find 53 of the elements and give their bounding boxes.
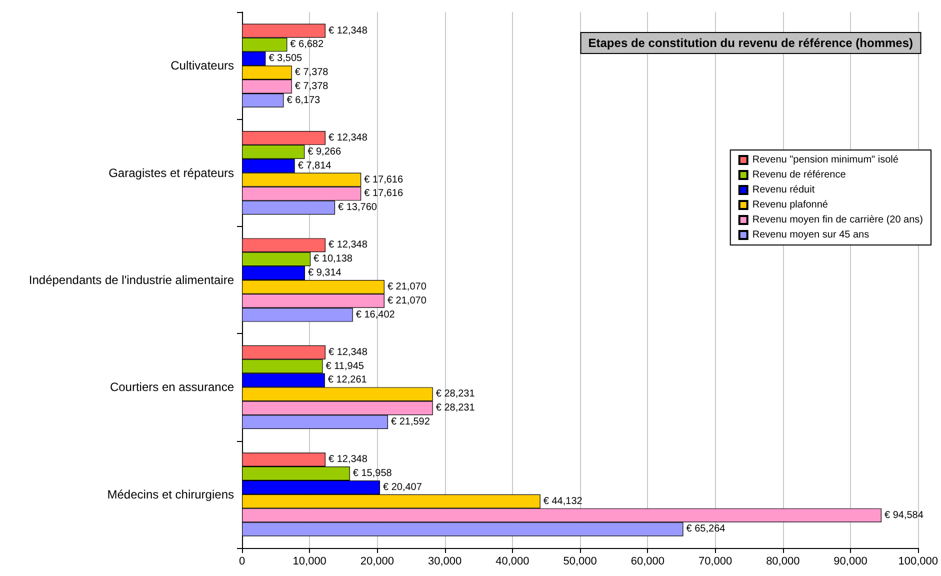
- data-label: € 28,231: [436, 388, 476, 400]
- data-label: € 21,592: [390, 416, 430, 428]
- x-tick-label: 30,000: [428, 556, 462, 568]
- data-label: € 6,173: [286, 94, 321, 106]
- x-tick-label: 70,000: [698, 556, 732, 568]
- data-label: € 20,407: [382, 482, 422, 493]
- data-label: € 7,814: [298, 160, 332, 172]
- data-label: € 6,682: [290, 39, 324, 50]
- y-tick-label: Cultivateurs: [170, 58, 234, 73]
- data-label: € 65,264: [686, 524, 726, 535]
- data-label: € 21,070: [387, 295, 427, 306]
- legend-label: Revenu moyen sur 45 ans: [752, 230, 870, 240]
- legend-label: Revenu réduit: [752, 184, 815, 196]
- data-label: € 12,261: [328, 374, 368, 386]
- text: Etapes de constitution du revenu de référence (hommes): [588, 36, 914, 50]
- data-label: € 28,231: [436, 402, 476, 414]
- data-label: € 17,616: [364, 174, 404, 186]
- data-label: € 12,348: [328, 454, 368, 466]
- x-tick-label: 60,000: [630, 556, 664, 568]
- data-label: € 12,348: [328, 132, 368, 144]
- data-label: € 7,378: [294, 81, 329, 92]
- data-label: € 94,584: [884, 510, 924, 521]
- x-tick-label: 10,000: [292, 556, 326, 568]
- data-label: € 9,314: [308, 268, 342, 279]
- data-label: € 12,348: [328, 25, 368, 36]
- y-tick-label: Garagistes et répateurs: [108, 166, 234, 180]
- legend-label: Revenu plafonné: [752, 200, 828, 210]
- data-label: € 44,132: [543, 496, 583, 507]
- x-tick-label: 20,000: [360, 556, 394, 568]
- y-tick-label: Courtiers en assurance: [110, 380, 234, 394]
- x-tick-label: 90,000: [834, 556, 868, 568]
- x-tick-label: 50,000: [563, 556, 597, 568]
- data-label: € 9,266: [308, 146, 342, 158]
- data-label: € 16,402: [356, 309, 396, 320]
- y-tick-label: Médecins et chirurgiens: [107, 487, 234, 502]
- data-label: € 11,945: [326, 360, 364, 372]
- x-tick-label: 80,000: [766, 556, 800, 568]
- data-label: € 15,958: [352, 468, 392, 479]
- data-label: € 3,505: [268, 53, 302, 64]
- x-tick-label: 0: [238, 556, 246, 568]
- x-tick-label: 40,000: [496, 556, 530, 568]
- data-label: € 17,616: [364, 188, 404, 200]
- legend-label: Revenu "pension minimum" isolé: [752, 154, 899, 166]
- data-label: € 21,070: [387, 281, 427, 292]
- y-tick-label: Indépendants de l'industrie alimentaire: [28, 273, 234, 287]
- data-label: € 13,760: [338, 202, 378, 214]
- data-label: € 12,348: [328, 346, 368, 358]
- legend-label: Revenu de référence: [752, 170, 846, 180]
- x-tick-label: 100,000: [898, 556, 938, 568]
- legend-label: Revenu moyen fin de carrière (20 ans): [752, 214, 923, 226]
- data-label: € 12,348: [328, 240, 368, 251]
- data-label: € 10,138: [314, 254, 353, 265]
- data-label: € 7,378: [294, 67, 329, 78]
